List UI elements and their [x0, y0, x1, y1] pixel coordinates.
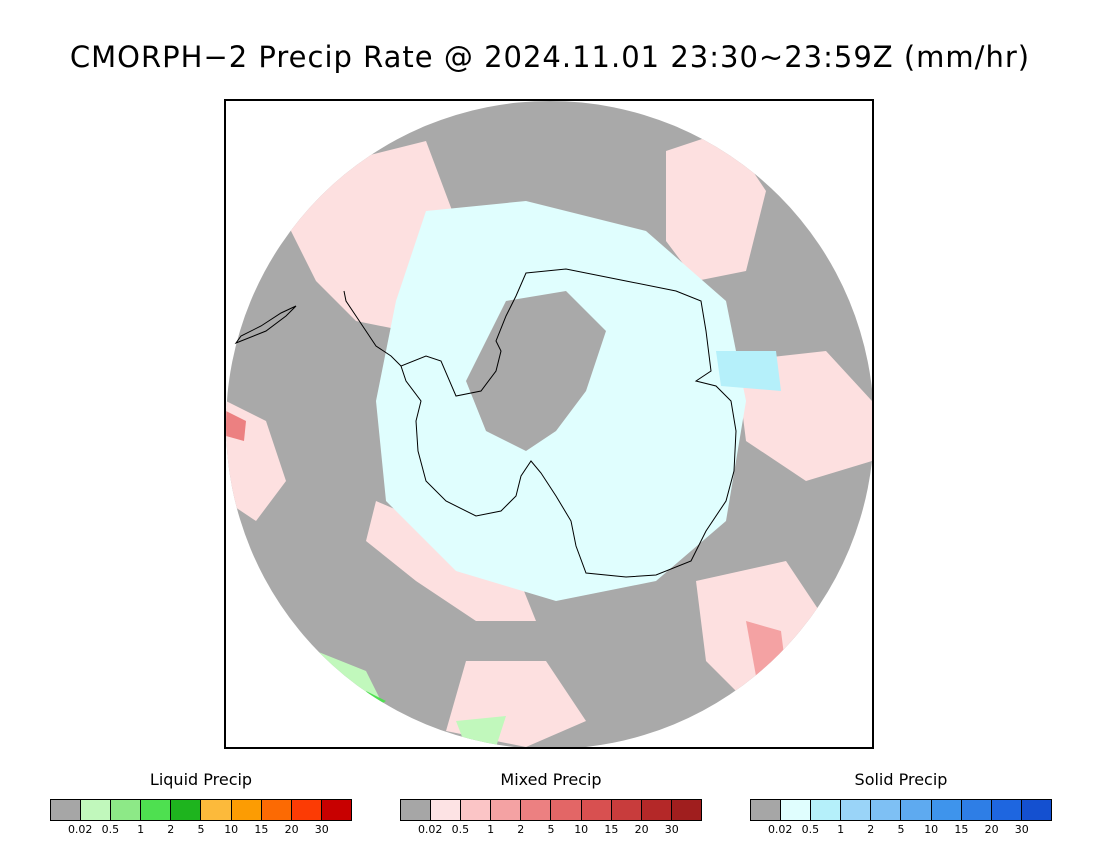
legend-swatch	[111, 800, 142, 820]
legend-tick-label: 2	[517, 823, 525, 836]
legend-swatch	[931, 800, 962, 820]
legend-tick-label: 15	[604, 823, 619, 836]
legend-swatch	[261, 800, 292, 820]
legend-swatches	[400, 799, 702, 821]
legend-swatch	[611, 800, 642, 820]
legend-title: Liquid Precip	[149, 770, 253, 789]
legend-tick-label: 20	[984, 823, 999, 836]
legend-tick-label: 20	[634, 823, 649, 836]
legend-swatch	[901, 800, 932, 820]
legend-tick-label: 5	[547, 823, 555, 836]
legend-tick-label: 10	[924, 823, 939, 836]
antarctica-interior	[466, 291, 606, 451]
polar-map	[224, 99, 874, 749]
legend-ticks: 0.02 0.5 1 2 5 10 15 20 30	[50, 823, 352, 837]
legend-swatch	[401, 800, 432, 820]
legend-tick-label: 0.5	[451, 823, 470, 836]
legend-tick-label: 0.5	[101, 823, 120, 836]
map-canvas	[226, 101, 872, 747]
legend-swatches	[750, 799, 1052, 821]
legend-title: Solid Precip	[854, 770, 948, 789]
legend-swatch	[201, 800, 232, 820]
legend-swatch	[751, 800, 782, 820]
legend-swatch	[991, 800, 1022, 820]
legend-swatch	[141, 800, 172, 820]
legend-swatch	[291, 800, 322, 820]
legend-tick-label: 15	[954, 823, 969, 836]
mixed-precip-region	[666, 131, 766, 281]
legend-tick-label: 2	[167, 823, 175, 836]
legend-tick-label: 0.02	[767, 823, 793, 836]
legend-tick-label: 1	[137, 823, 145, 836]
legend-tick-label: 20	[284, 823, 299, 836]
legend-liquid-precip: Liquid Precip 0.02 0.5 1 2 5 10 15 20 30	[50, 770, 352, 837]
legend-swatch	[51, 800, 82, 820]
legend-tick-label: 2	[867, 823, 875, 836]
legend-mixed-precip: Mixed Precip 0.02 0.5 1 2 5 10 15 20 30	[400, 770, 702, 837]
legend-swatch	[1021, 800, 1051, 820]
legend-swatch	[461, 800, 492, 820]
legend-tick-label: 0.02	[67, 823, 93, 836]
legend-tick-label: 0.5	[801, 823, 820, 836]
antarctica-coastline	[400, 268, 737, 578]
legend-tick-label: 1	[487, 823, 495, 836]
legend-ticks: 0.02 0.5 1 2 5 10 15 20 30	[400, 823, 702, 837]
legend-swatch	[781, 800, 812, 820]
legend-swatch	[871, 800, 902, 820]
legend-swatch	[431, 800, 462, 820]
chart-title: CMORPH−2 Precip Rate @ 2024.11.01 23:30~…	[69, 40, 1031, 74]
legend-swatch	[321, 800, 351, 820]
legend-tick-label: 30	[664, 823, 679, 836]
legend-swatch	[231, 800, 262, 820]
legend-tick-label: 30	[314, 823, 329, 836]
legend-tick-label: 5	[897, 823, 905, 836]
legend-title: Mixed Precip	[500, 770, 602, 789]
legend-solid-precip: Solid Precip 0.02 0.5 1 2 5 10 15 20 30	[750, 770, 1052, 837]
legend-swatch	[841, 800, 872, 820]
mixed-precip-region	[226, 411, 246, 441]
legend-tick-label: 1	[837, 823, 845, 836]
legend-swatch	[81, 800, 112, 820]
legend-swatch	[521, 800, 552, 820]
legend-swatch	[491, 800, 522, 820]
legend-swatches	[50, 799, 352, 821]
legend-tick-label: 10	[574, 823, 589, 836]
legend-tick-label: 15	[254, 823, 269, 836]
legend-swatch	[581, 800, 612, 820]
legend-swatch	[641, 800, 672, 820]
legend-tick-label: 30	[1014, 823, 1029, 836]
solid-precip-region	[716, 351, 781, 391]
legend-swatch	[171, 800, 202, 820]
legend-tick-label: 10	[224, 823, 239, 836]
legend-swatch	[811, 800, 842, 820]
legend-swatch	[551, 800, 582, 820]
legend-tick-label: 5	[197, 823, 205, 836]
antarctic-peninsula	[343, 290, 402, 367]
legend-tick-label: 0.02	[417, 823, 443, 836]
legend-swatch	[671, 800, 701, 820]
legend-swatch	[961, 800, 992, 820]
south-america-coastline	[234, 305, 297, 345]
legend-ticks: 0.02 0.5 1 2 5 10 15 20 30	[750, 823, 1052, 837]
